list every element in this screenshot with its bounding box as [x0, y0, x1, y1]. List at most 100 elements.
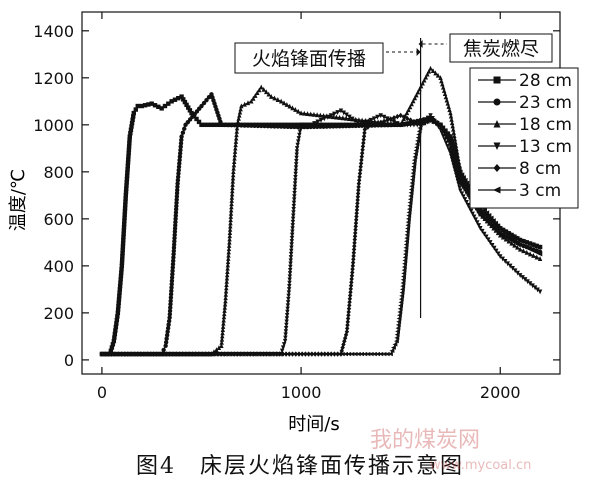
data-point: [339, 351, 345, 357]
data-point: [506, 238, 511, 244]
data-point: [237, 112, 242, 118]
data-point: [509, 236, 515, 241]
data-point: [227, 351, 233, 357]
data-point: [301, 351, 307, 357]
annotation-box-burnout: [449, 33, 553, 63]
data-point: [335, 110, 340, 115]
data-point: [293, 178, 298, 184]
data-point: [425, 71, 430, 77]
data-point: [118, 351, 124, 357]
data-point: [226, 255, 231, 261]
data-point: [294, 146, 300, 152]
data-point: [216, 345, 222, 351]
legend-marker: [493, 120, 501, 128]
data-point: [235, 118, 241, 124]
data-point: [402, 251, 408, 257]
data-point: [427, 117, 433, 123]
data-point: [171, 251, 176, 257]
data-point: [111, 338, 117, 344]
data-point: [168, 295, 174, 300]
data-point: [448, 140, 454, 145]
data-point: [410, 167, 416, 173]
data-point: [287, 274, 293, 280]
legend-label: 8 cm: [519, 159, 561, 179]
data-point: [239, 123, 244, 128]
data-point: [371, 121, 377, 127]
data-point: [423, 74, 429, 80]
data-point: [259, 84, 264, 90]
data-point: [397, 306, 403, 311]
data-point: [428, 113, 433, 119]
data-point: [201, 351, 207, 357]
data-point: [352, 118, 358, 124]
legend-label: 13 cm: [519, 137, 572, 157]
data-point: [253, 92, 258, 98]
data-point: [287, 277, 292, 283]
data-point: [227, 233, 232, 239]
y-axis-label: 温度/℃: [8, 169, 29, 231]
data-point: [388, 351, 393, 357]
data-point: [394, 335, 400, 341]
data-point: [139, 103, 144, 109]
data-point: [406, 206, 412, 212]
data-point: [521, 238, 526, 244]
data-point: [124, 351, 130, 357]
data-point: [234, 128, 239, 134]
data-point: [357, 177, 362, 183]
data-point: [514, 240, 520, 245]
data-point: [537, 289, 543, 295]
data-point: [275, 124, 281, 129]
data-point: [290, 226, 295, 232]
data-point: [223, 295, 228, 301]
data-point: [395, 113, 400, 120]
data-point: [534, 250, 539, 255]
data-point: [292, 191, 297, 196]
data-point: [166, 322, 171, 327]
data-point: [459, 172, 465, 177]
data-point: [168, 292, 174, 297]
data-point: [344, 112, 349, 118]
data-point: [492, 245, 497, 251]
data-point: [272, 124, 277, 129]
data-point: [353, 230, 358, 236]
data-point: [359, 157, 364, 163]
data-point: [117, 290, 122, 295]
data-point: [415, 135, 421, 140]
data-point: [153, 351, 159, 357]
data-point: [171, 245, 177, 250]
data-point: [222, 304, 228, 310]
data-point: [112, 351, 117, 357]
data-point: [156, 104, 161, 110]
data-point: [176, 171, 181, 176]
data-point: [285, 306, 290, 312]
data-point: [448, 150, 453, 156]
data-point: [358, 167, 363, 173]
data-point: [180, 130, 186, 135]
data-point: [288, 261, 293, 267]
data-point: [233, 142, 238, 148]
data-point: [318, 124, 323, 129]
data-point: [115, 351, 121, 357]
y-tick-label: 1200: [33, 69, 74, 88]
data-point: [411, 98, 416, 104]
data-point: [293, 165, 299, 171]
data-point: [308, 122, 314, 128]
legend-entry: 13 cm: [478, 137, 572, 157]
data-point: [456, 166, 462, 171]
data-point: [391, 119, 397, 125]
data-point: [108, 351, 114, 357]
data-point: [308, 124, 313, 130]
data-point: [160, 351, 166, 357]
data-point: [172, 226, 178, 231]
data-point: [497, 226, 503, 231]
data-point: [304, 351, 310, 357]
data-point: [291, 207, 296, 212]
data-point: [262, 351, 268, 357]
data-point: [314, 351, 320, 357]
data-point: [173, 210, 179, 215]
data-point: [283, 332, 288, 338]
y-tick-label: 200: [43, 304, 74, 323]
data-point: [478, 211, 483, 217]
data-point: [291, 210, 296, 216]
